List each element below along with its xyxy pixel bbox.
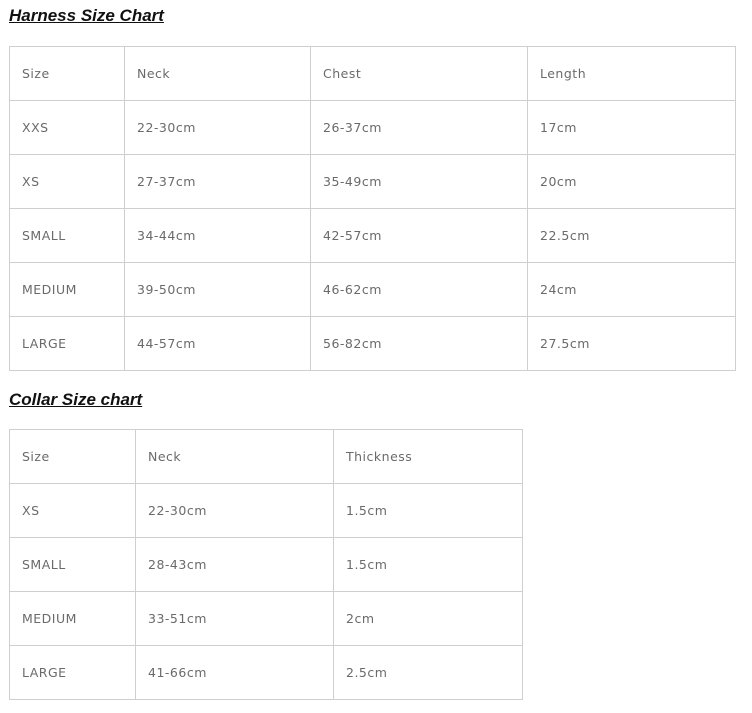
column-header: Neck <box>135 429 334 484</box>
table-cell: 28-43cm <box>135 537 334 592</box>
collar-body: Size Neck Thickness XS 22-30cm 1.5cm SMALL 28-4… <box>9 429 523 700</box>
table-row: SMALL 34-44cm 42-57cm 22.5cm <box>9 208 736 263</box>
table-cell: XXS <box>9 100 125 155</box>
table-row: LARGE 44-57cm 56-82cm 27.5cm <box>9 316 736 371</box>
table-row: XS 22-30cm 1.5cm <box>9 483 523 538</box>
table-cell: 44-57cm <box>124 316 311 371</box>
harness-size-table: Size Neck Chest Length XXS 22-30cm 26-37cm 17cm… <box>9 46 736 371</box>
harness-body: Size Neck Chest Length XXS 22-30cm 26-37cm 17cm… <box>9 46 736 371</box>
column-header: Size <box>9 46 125 101</box>
table-cell: 24cm <box>527 262 736 317</box>
table-cell: MEDIUM <box>9 262 125 317</box>
table-cell: LARGE <box>9 316 125 371</box>
column-header: Thickness <box>333 429 523 484</box>
table-cell: LARGE <box>9 645 136 700</box>
table-row: MEDIUM 33-51cm 2cm <box>9 591 523 646</box>
table-cell: SMALL <box>9 537 136 592</box>
table-cell: XS <box>9 483 136 538</box>
table-cell: 41-66cm <box>135 645 334 700</box>
table-cell: XS <box>9 154 125 209</box>
table-cell: 39-50cm <box>124 262 311 317</box>
table-cell: 27-37cm <box>124 154 311 209</box>
collar-title: Collar Size chart <box>9 390 143 409</box>
column-header: Neck <box>124 46 311 101</box>
table-cell: 22.5cm <box>527 208 736 263</box>
table-cell: 46-62cm <box>310 262 528 317</box>
table-cell: 17cm <box>527 100 736 155</box>
table-cell: SMALL <box>9 208 125 263</box>
table-row: MEDIUM 39-50cm 46-62cm 24cm <box>9 262 736 317</box>
table-cell: 56-82cm <box>310 316 528 371</box>
table-cell: MEDIUM <box>9 591 136 646</box>
table-cell: 33-51cm <box>135 591 334 646</box>
table-cell: 2cm <box>333 591 523 646</box>
table-cell: 22-30cm <box>124 100 311 155</box>
table-cell: 1.5cm <box>333 483 523 538</box>
collar-size-table: Size Neck Thickness XS 22-30cm 1.5cm SMALL 28-4… <box>9 429 523 700</box>
table-cell: 35-49cm <box>310 154 528 209</box>
header-row: Size Neck Thickness <box>9 429 523 484</box>
table-row: XS 27-37cm 35-49cm 20cm <box>9 154 736 209</box>
table-row: SMALL 28-43cm 1.5cm <box>9 537 523 592</box>
table-row: XXS 22-30cm 26-37cm 17cm <box>9 100 736 155</box>
table-cell: 22-30cm <box>135 483 334 538</box>
table-cell: 2.5cm <box>333 645 523 700</box>
harness-title: Harness Size Chart <box>9 6 164 25</box>
table-row: LARGE 41-66cm 2.5cm <box>9 645 523 700</box>
table-cell: 27.5cm <box>527 316 736 371</box>
table-cell: 26-37cm <box>310 100 528 155</box>
table-cell: 1.5cm <box>333 537 523 592</box>
column-header: Size <box>9 429 136 484</box>
column-header: Length <box>527 46 736 101</box>
header-row: Size Neck Chest Length <box>9 46 736 101</box>
table-cell: 42-57cm <box>310 208 528 263</box>
column-header: Chest <box>310 46 528 101</box>
table-cell: 34-44cm <box>124 208 311 263</box>
table-cell: 20cm <box>527 154 736 209</box>
